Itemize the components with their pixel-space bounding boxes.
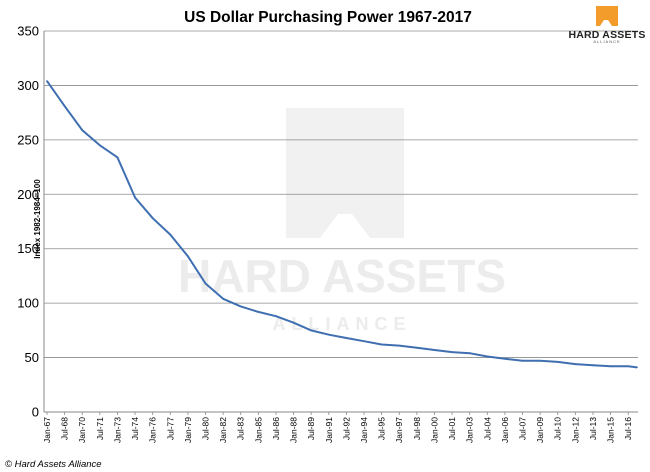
watermark-text: HARD ASSETS [178,250,506,302]
data-point [468,352,471,355]
chart-title: US Dollar Purchasing Power 1967-2017 [184,9,472,26]
data-point [134,196,137,199]
x-tick-label: Jan-82 [218,417,228,443]
x-tick-labels: Jan-67 Jul-68 Jan-70 Jul-71 Jan-73 Jul-74 Jan-… [42,412,633,443]
data-point [81,129,84,132]
x-tick-label: Jan-91 [324,417,334,443]
data-point [239,305,242,308]
copyright-text: © Hard Assets Alliance [5,459,102,470]
data-point [116,156,119,159]
data-point [592,364,594,367]
x-tick-label: Jan-15 [606,417,616,443]
data-point [292,321,295,324]
data-point [63,105,66,107]
y-tick-label: 50 [25,350,39,365]
data-point [187,255,189,258]
x-tick-label: Jan-76 [148,417,158,443]
x-tick-label: Jan-67 [42,417,52,443]
data-point [151,217,154,220]
logo-tagline: ALLIANCE [593,39,620,44]
data-point [451,351,453,353]
logo-text: HARD ASSETS [568,29,645,41]
watermark-bar-shape [286,108,404,238]
data-point [609,365,612,368]
y-tick-label: 250 [17,132,39,147]
x-tick-label: Jan-12 [570,417,580,443]
data-point [539,359,541,362]
y-tick-labels: 0 50 100 150 200 250 300 350 [17,24,39,420]
x-tick-label: Jan-09 [535,417,545,443]
x-tick-label: Jul-92 [341,417,351,440]
x-tick-label: Jul-80 [201,417,211,440]
series-layer [46,80,638,369]
x-tick-label: Jan-03 [465,417,475,443]
x-tick-label: Jul-04 [482,417,492,440]
x-tick-label: Jul-86 [271,417,281,440]
data-point [556,361,559,363]
data-point [398,344,401,347]
watermark: HARD ASSETS ALLIANCE [178,108,506,334]
x-tick-label: Jul-07 [518,417,528,440]
y-tick-label: 100 [17,296,39,311]
data-point [345,337,348,339]
x-tick-label: Jul-77 [165,417,175,440]
data-point [636,366,638,369]
data-point [310,329,313,332]
data-point [433,349,436,351]
y-axis-label: Index 1982-1984=100 [33,179,42,259]
x-tick-label: Jan-85 [253,417,263,443]
x-tick-label: Jan-97 [394,417,404,443]
data-point [521,359,524,362]
x-tick-label: Jul-16 [623,417,633,440]
data-point [222,297,225,300]
data-point [169,233,172,236]
axes [43,31,638,413]
logo-icon [596,6,618,26]
data-point [363,340,365,343]
y-tick-label: 200 [17,187,39,202]
y-tick-label: 0 [32,405,39,420]
x-tick-label: Jan-73 [112,417,122,443]
x-tick-label: Jan-06 [500,417,510,443]
x-tick-label: Jan-00 [430,417,440,443]
x-tick-label: Jul-01 [447,417,457,440]
x-tick-label: Jul-98 [412,417,422,440]
data-point [627,365,630,368]
y-tick-label: 350 [17,24,39,39]
watermark-tagline: ALLIANCE [273,314,412,334]
x-tick-label: Jul-83 [236,417,246,440]
data-point [574,363,577,365]
x-tick-label: Jul-89 [306,417,316,440]
y-tick-label: 150 [17,241,39,256]
x-tick-label: Jul-95 [377,417,387,440]
x-tick-label: Jul-68 [60,417,70,440]
x-tick-label: Jan-88 [289,417,299,443]
data-point [204,282,207,285]
data-point [257,311,260,313]
data-point [504,357,506,360]
x-tick-label: Jul-71 [95,417,105,440]
logo: HARD ASSETS ALLIANCE [568,6,645,44]
x-tick-label: Jan-79 [183,417,193,443]
y-tick-label: 300 [17,78,39,93]
data-point [416,346,418,349]
x-tick-label: Jul-13 [588,417,598,440]
x-tick-label: Jul-10 [553,417,563,440]
gridlines [44,30,638,358]
data-point [46,80,48,82]
data-point [98,144,101,147]
x-tick-label: Jan-70 [77,417,87,443]
data-point [327,333,330,336]
x-tick-label: Jul-74 [130,417,140,440]
x-tick-label: Jan-94 [359,417,369,443]
data-point [380,343,383,346]
data-point [275,315,277,318]
data-point [486,355,489,358]
